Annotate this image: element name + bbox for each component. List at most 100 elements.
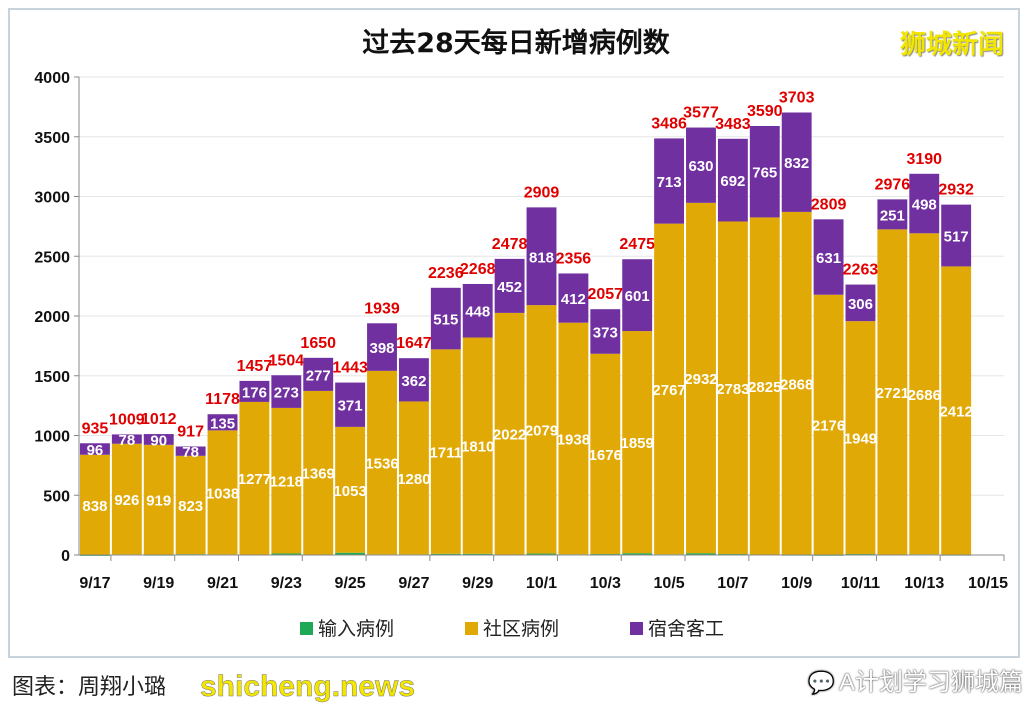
bar-segment [781, 211, 812, 555]
bar-segment [686, 127, 716, 203]
bar-segment [877, 229, 908, 555]
total-label: 1650 [300, 335, 336, 352]
total-label: 1939 [364, 300, 400, 317]
total-label: 2475 [619, 236, 655, 253]
segment-label: 517 [944, 229, 969, 246]
segment-label: 515 [433, 312, 458, 329]
bar-segment [207, 414, 238, 431]
bar-segment [909, 233, 940, 555]
total-label: 2236 [428, 265, 464, 282]
x-tick-label: 10/15 [968, 575, 1008, 592]
bar-segment [398, 401, 429, 555]
bar-segment [622, 259, 653, 332]
bar-segment [271, 407, 302, 554]
bar-segment [111, 443, 142, 555]
bar-segment [80, 443, 110, 455]
x-tick-label: 9/23 [271, 575, 302, 592]
segment-label: 1280 [397, 471, 430, 488]
legend-label: 输入病例 [318, 618, 394, 640]
bar-segment [526, 305, 557, 554]
segment-label: 692 [720, 173, 745, 190]
total-label: 1012 [141, 411, 177, 428]
segment-label: 2868 [780, 376, 813, 393]
x-tick-label: 10/5 [654, 575, 685, 592]
segment-label: 371 [338, 398, 363, 415]
segment-label: 2721 [876, 385, 909, 402]
bar-segment [80, 454, 110, 555]
legend-swatch [300, 622, 313, 635]
bar-segment [686, 553, 716, 555]
bar-segment [175, 455, 206, 555]
segment-label: 818 [529, 249, 554, 266]
segment-label: 498 [912, 197, 937, 214]
segment-label: 765 [752, 165, 777, 182]
segment-label: 2022 [493, 427, 526, 444]
segment-label: 1277 [238, 471, 271, 488]
segment-label: 90 [150, 432, 167, 449]
bar-segment [845, 321, 876, 555]
chart-title: 过去28天每日新增病例数 [362, 27, 671, 59]
bar-segment [749, 217, 780, 555]
segment-label: 135 [210, 415, 235, 432]
bar-segment [590, 309, 621, 354]
x-tick-label: 10/13 [904, 575, 944, 592]
segment-label: 2176 [812, 418, 845, 435]
x-tick-label: 9/27 [398, 575, 429, 592]
bar-segment [207, 430, 238, 555]
watermark-bottom-right: 💬 A计划学习狮城篇 [808, 662, 1023, 697]
x-tick-label: 10/11 [841, 575, 880, 592]
bar-segment [239, 401, 270, 555]
bar-segment [335, 382, 366, 427]
segment-label: 1369 [302, 466, 335, 483]
segment-label: 926 [114, 492, 139, 509]
total-label: 917 [177, 423, 204, 440]
bar-segment [590, 353, 621, 555]
bar-segment [367, 323, 397, 371]
chart-credit: 图表：周翔小璐 [12, 675, 167, 700]
segment-label: 176 [242, 384, 267, 401]
segment-label: 1218 [270, 474, 303, 491]
segment-label: 1536 [365, 456, 398, 473]
segment-label: 277 [306, 367, 331, 384]
watermark-top-right: 狮城新闻 [899, 29, 1004, 59]
bar-segment [909, 173, 940, 234]
total-label: 1178 [205, 391, 240, 408]
segment-label: 713 [657, 174, 682, 191]
total-label: 1443 [332, 360, 368, 377]
bar-segment [111, 434, 142, 444]
total-label: 3590 [747, 103, 783, 120]
segment-label: 1810 [461, 439, 494, 456]
bar-segment [462, 337, 493, 554]
segment-label: 251 [880, 207, 905, 224]
legend-swatch [465, 622, 478, 635]
legend-swatch [630, 622, 643, 635]
segment-label: 373 [593, 324, 618, 341]
bar-segment [143, 434, 174, 445]
segment-label: 2932 [684, 371, 717, 388]
bar-segment [941, 266, 972, 555]
total-label: 1647 [396, 335, 432, 352]
total-label: 935 [82, 420, 109, 437]
bar-segment [430, 287, 461, 350]
x-tick-label: 10/7 [717, 575, 748, 592]
segment-label: 2783 [716, 381, 749, 398]
segment-label: 1711 [430, 445, 463, 462]
bar-segment [335, 426, 366, 553]
segment-label: 2825 [748, 379, 781, 396]
segment-label: 630 [688, 158, 713, 175]
bar-segment [271, 553, 302, 555]
x-tick-label: 9/17 [79, 575, 110, 592]
total-label: 3483 [715, 116, 751, 133]
bar-segment [271, 375, 302, 408]
watermark-bottom-left: shicheng.news [200, 670, 416, 704]
bar-segment [558, 273, 589, 323]
bar-segment [654, 138, 685, 224]
total-label: 1457 [237, 358, 273, 375]
bar-segment [686, 202, 716, 554]
segment-label: 1038 [206, 485, 239, 502]
bar-segment [813, 219, 844, 295]
segment-label: 398 [370, 340, 395, 357]
y-tick-label: 2000 [34, 309, 70, 326]
segment-label: 448 [465, 304, 490, 321]
segment-label: 919 [146, 493, 171, 510]
